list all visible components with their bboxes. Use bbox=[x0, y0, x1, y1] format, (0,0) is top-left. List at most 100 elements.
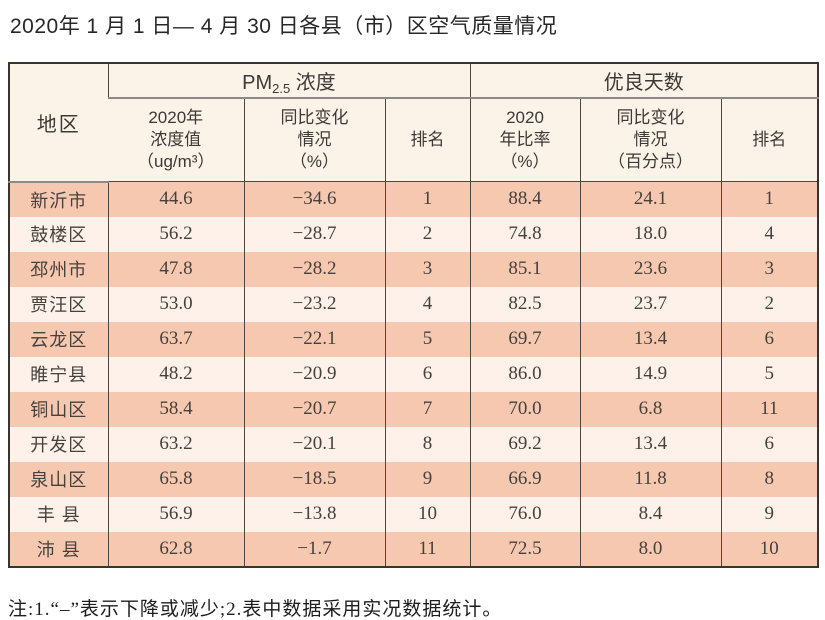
cell-good-change: 23.6 bbox=[579, 251, 721, 287]
cell-good-rate: 76.0 bbox=[469, 496, 580, 532]
header-group-good-days: 优良天数 bbox=[469, 63, 819, 99]
cell-pm-value: 63.2 bbox=[107, 426, 244, 462]
cell-pm-value: 56.2 bbox=[107, 216, 244, 252]
header-pm-change-line1: 同比变化 bbox=[280, 108, 349, 127]
header-good-rate-line2: 年比率 bbox=[499, 130, 551, 149]
cell-good-rate: 74.8 bbox=[469, 216, 580, 252]
cell-good-rate: 69.7 bbox=[469, 321, 580, 357]
cell-region: 邳州市 bbox=[30, 260, 88, 280]
header-pm-value-line1: 2020年 bbox=[148, 108, 204, 127]
cell-good-rate: 66.9 bbox=[469, 461, 580, 497]
cell-pm-change: −34.6 bbox=[243, 181, 385, 217]
cell-good-rank: 3 bbox=[720, 251, 819, 287]
cell-region: 丰 县 bbox=[36, 505, 81, 525]
cell-good-rank: 8 bbox=[720, 461, 819, 497]
header-good-change-line2: 情况 bbox=[633, 130, 668, 149]
cell-region: 云龙区 bbox=[30, 330, 88, 350]
cell-region: 泉山区 bbox=[30, 470, 88, 490]
cell-good-change: 18.0 bbox=[579, 216, 721, 252]
cell-pm-change: −22.1 bbox=[243, 321, 385, 357]
cell-good-rank: 5 bbox=[720, 356, 819, 392]
page-title: 2020年 1 月 1 日— 4 月 30 日各县（市）区空气质量情况 bbox=[10, 15, 558, 38]
header-pm-value-line2: 浓度值 bbox=[150, 130, 202, 149]
header-good-rate-line1: 2020 bbox=[506, 108, 544, 127]
header-good-rate: 2020 年比率 （%） bbox=[469, 98, 580, 182]
cell-pm-change: −20.9 bbox=[243, 356, 385, 392]
cell-good-rate: 85.1 bbox=[469, 251, 580, 287]
table-row: 鼓楼区 56.2 −28.7 2 74.8 18.0 4 bbox=[9, 216, 819, 252]
cell-region: 鼓楼区 bbox=[30, 225, 88, 245]
cell-pm-value: 62.8 bbox=[107, 531, 244, 567]
cell-good-rate: 70.0 bbox=[469, 391, 580, 427]
cell-pm-value: 47.8 bbox=[107, 251, 244, 287]
header-pm-rank: 排名 bbox=[384, 98, 470, 182]
cell-good-change: 13.4 bbox=[579, 426, 721, 462]
table-row: 铜山区 58.4 −20.7 7 70.0 6.8 11 bbox=[9, 391, 819, 427]
cell-good-rank: 6 bbox=[720, 321, 819, 357]
table-row: 开发区 63.2 −20.1 8 69.2 13.4 6 bbox=[9, 426, 819, 462]
cell-good-rank: 1 bbox=[720, 181, 819, 217]
cell-pm-rank: 8 bbox=[384, 426, 470, 462]
header-good-change-line3: （百分点） bbox=[608, 152, 693, 171]
cell-pm-change: −28.7 bbox=[243, 216, 385, 252]
cell-good-rate: 82.5 bbox=[469, 286, 580, 322]
cell-good-rank: 6 bbox=[720, 426, 819, 462]
cell-pm-rank: 9 bbox=[384, 461, 470, 497]
cell-region: 沛 县 bbox=[36, 539, 81, 560]
cell-pm-change: −18.5 bbox=[243, 461, 385, 497]
table-row: 邳州市 47.8 −28.2 3 85.1 23.6 3 bbox=[9, 251, 819, 287]
cell-good-change: 13.4 bbox=[579, 321, 721, 357]
footnote: 注:1.“–”表示下降或减少;2.表中数据采用实况数据统计。 bbox=[8, 598, 503, 620]
cell-pm-value: 44.6 bbox=[107, 181, 244, 217]
cell-good-rank: 10 bbox=[720, 531, 819, 567]
air-quality-table: 地区 PM2.5 浓度 优良天数 2020年 浓度值 （ug/m³） 同比变化 … bbox=[8, 62, 820, 568]
header-region: 地区 bbox=[9, 63, 108, 183]
cell-good-rank: 11 bbox=[720, 391, 819, 427]
cell-pm-value: 56.9 bbox=[107, 496, 244, 532]
cell-good-change: 11.8 bbox=[579, 461, 721, 497]
cell-pm-rank: 6 bbox=[384, 356, 470, 392]
cell-pm-change: −1.7 bbox=[243, 531, 385, 567]
header-pm-value-line3: （ug/m³） bbox=[137, 152, 215, 171]
pm-label-rest: 浓度 bbox=[290, 71, 336, 94]
header-sub-row: 2020年 浓度值 （ug/m³） 同比变化 情况 （%） 排名 2020 年比… bbox=[9, 98, 819, 182]
cell-good-change: 8.4 bbox=[579, 496, 721, 532]
cell-pm-value: 53.0 bbox=[107, 286, 244, 322]
cell-good-rate: 86.0 bbox=[469, 356, 580, 392]
cell-good-change: 8.0 bbox=[579, 531, 721, 567]
table-row: 泉山区 65.8 −18.5 9 66.9 11.8 8 bbox=[9, 461, 819, 497]
cell-pm-value: 58.4 bbox=[107, 391, 244, 427]
header-group-pm25: PM2.5 浓度 bbox=[107, 63, 470, 99]
cell-good-change: 23.7 bbox=[579, 286, 721, 322]
header-good-change: 同比变化 情况 （百分点） bbox=[579, 98, 721, 182]
cell-good-rank: 4 bbox=[720, 216, 819, 252]
pm-label-subscript: 2.5 bbox=[272, 80, 291, 96]
cell-good-change: 6.8 bbox=[579, 391, 721, 427]
cell-pm-rank: 3 bbox=[384, 251, 470, 287]
cell-region: 贾汪区 bbox=[30, 295, 88, 315]
cell-good-change: 14.9 bbox=[579, 356, 721, 392]
header-pm-change: 同比变化 情况 （%） bbox=[243, 98, 385, 182]
header-good-rate-line3: （%） bbox=[500, 152, 550, 171]
header-good-change-line1: 同比变化 bbox=[616, 108, 685, 127]
table-header: 地区 PM2.5 浓度 优良天数 2020年 浓度值 （ug/m³） 同比变化 … bbox=[9, 63, 819, 183]
header-good-rank: 排名 bbox=[720, 98, 819, 182]
cell-region: 睢宁县 bbox=[30, 365, 88, 385]
cell-pm-value: 48.2 bbox=[107, 356, 244, 392]
cell-region: 新沂市 bbox=[30, 190, 88, 211]
cell-pm-change: −23.2 bbox=[243, 286, 385, 322]
header-group-row: 地区 PM2.5 浓度 优良天数 bbox=[9, 63, 819, 183]
cell-good-change: 24.1 bbox=[579, 181, 721, 217]
cell-pm-rank: 4 bbox=[384, 286, 470, 322]
cell-pm-rank: 2 bbox=[384, 216, 470, 252]
cell-good-rate: 88.4 bbox=[469, 181, 580, 217]
cell-pm-change: −28.2 bbox=[243, 251, 385, 287]
cell-pm-rank: 1 bbox=[384, 181, 470, 217]
table-row: 睢宁县 48.2 −20.9 6 86.0 14.9 5 bbox=[9, 356, 819, 392]
cell-pm-value: 63.7 bbox=[107, 321, 244, 357]
header-pm-value: 2020年 浓度值 （ug/m³） bbox=[108, 98, 244, 182]
cell-good-rate: 72.5 bbox=[469, 531, 580, 567]
table-row: 贾汪区 53.0 −23.2 4 82.5 23.7 2 bbox=[9, 286, 819, 322]
table-row: 云龙区 63.7 −22.1 5 69.7 13.4 6 bbox=[9, 321, 819, 357]
